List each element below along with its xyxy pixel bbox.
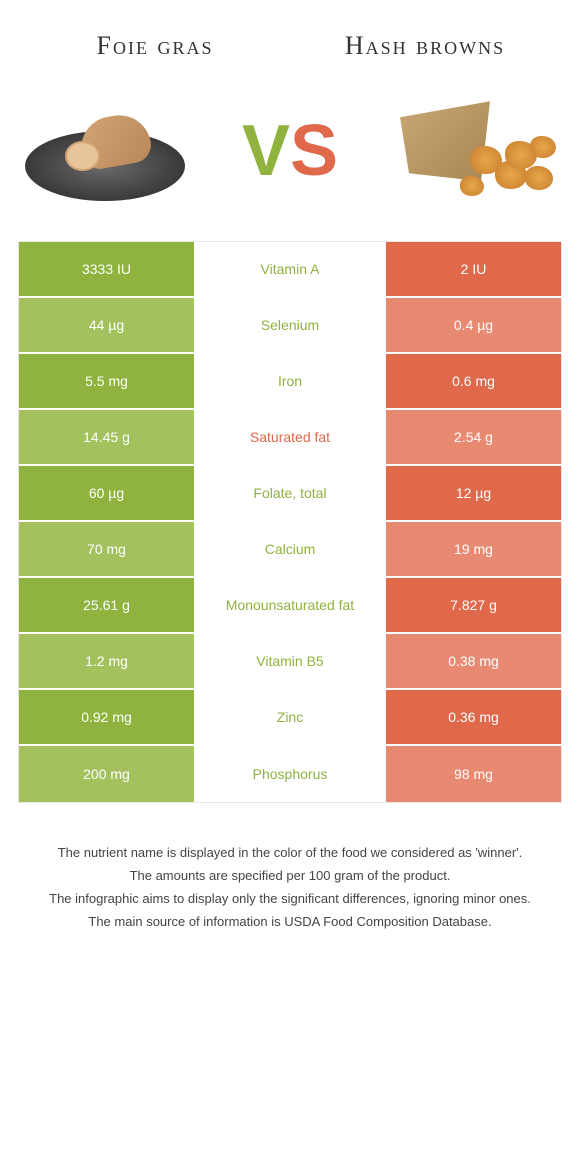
footer-line: The infographic aims to display only the… [30,889,550,910]
nutrient-name: Vitamin A [194,242,386,298]
nutrient-name: Calcium [194,522,386,578]
table-row: 44 µgSelenium0.4 µg [19,298,561,354]
table-row: 70 mgCalcium19 mg [19,522,561,578]
right-value: 0.4 µg [386,298,561,354]
left-food-image [20,91,190,211]
table-row: 0.92 mgZinc0.36 mg [19,690,561,746]
right-value: 98 mg [386,746,561,802]
vs-s: S [290,111,338,191]
nutrient-name: Selenium [194,298,386,354]
right-food-image [390,91,560,211]
left-value: 44 µg [19,298,194,354]
footer-line: The amounts are specified per 100 gram o… [30,866,550,887]
nutrient-name: Folate, total [194,466,386,522]
right-value: 0.6 mg [386,354,561,410]
left-value: 60 µg [19,466,194,522]
right-value: 2.54 g [386,410,561,466]
table-row: 1.2 mgVitamin B50.38 mg [19,634,561,690]
right-value: 7.827 g [386,578,561,634]
vs-v: V [242,111,290,191]
table-row: 25.61 gMonounsaturated fat7.827 g [19,578,561,634]
left-food-title: Foie gras [55,30,255,61]
vs-row: VS [0,81,580,241]
header: Foie gras Hash browns [0,0,580,81]
left-value: 0.92 mg [19,690,194,746]
footer-notes: The nutrient name is displayed in the co… [0,803,580,974]
right-value: 0.36 mg [386,690,561,746]
table-row: 5.5 mgIron0.6 mg [19,354,561,410]
left-value: 25.61 g [19,578,194,634]
left-value: 200 mg [19,746,194,802]
table-row: 60 µgFolate, total12 µg [19,466,561,522]
footer-line: The main source of information is USDA F… [30,912,550,933]
table-row: 200 mgPhosphorus98 mg [19,746,561,802]
vs-label: VS [242,110,338,192]
nutrient-name: Saturated fat [194,410,386,466]
table-row: 3333 IUVitamin A2 IU [19,242,561,298]
nutrient-name: Iron [194,354,386,410]
right-value: 12 µg [386,466,561,522]
left-value: 5.5 mg [19,354,194,410]
nutrient-name: Vitamin B5 [194,634,386,690]
nutrient-name: Zinc [194,690,386,746]
nutrient-table: 3333 IUVitamin A2 IU44 µgSelenium0.4 µg5… [18,241,562,803]
left-value: 1.2 mg [19,634,194,690]
right-value: 0.38 mg [386,634,561,690]
nutrient-name: Monounsaturated fat [194,578,386,634]
table-row: 14.45 gSaturated fat2.54 g [19,410,561,466]
right-value: 19 mg [386,522,561,578]
right-value: 2 IU [386,242,561,298]
footer-line: The nutrient name is displayed in the co… [30,843,550,864]
left-value: 70 mg [19,522,194,578]
nutrient-name: Phosphorus [194,746,386,802]
left-value: 14.45 g [19,410,194,466]
left-value: 3333 IU [19,242,194,298]
right-food-title: Hash browns [325,30,525,61]
